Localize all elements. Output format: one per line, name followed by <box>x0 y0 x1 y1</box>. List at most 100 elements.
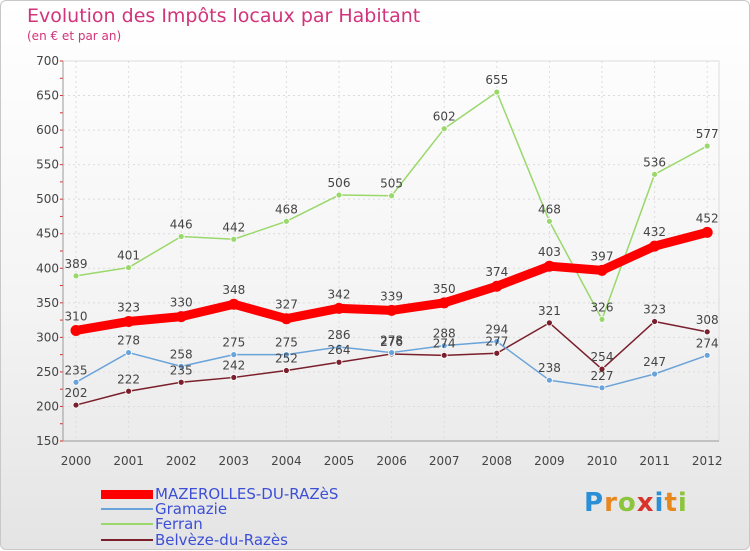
data-point-0-2005 <box>333 302 345 314</box>
data-point-1-2008 <box>493 338 501 345</box>
data-label-3-2006: 276 <box>380 335 403 349</box>
x-tick-label-2010: 2010 <box>587 454 618 468</box>
data-label-0-2007: 350 <box>433 282 456 296</box>
y-tick-label-550: 550 <box>36 158 59 172</box>
x-tick-label-2005: 2005 <box>324 454 355 468</box>
data-label-0-2002: 330 <box>170 296 193 310</box>
y-tick-label-600: 600 <box>36 123 59 137</box>
data-point-3-2010 <box>598 365 606 373</box>
data-point-1-2000 <box>72 378 80 386</box>
x-tick-label-2006: 2006 <box>376 454 407 468</box>
data-label-0-2008: 374 <box>485 265 508 279</box>
data-point-3-2005 <box>335 358 343 366</box>
x-tick-label-2003: 2003 <box>219 454 250 468</box>
legend-item-mazerolles[interactable]: MAZEROLLES-DU-RAZèS <box>101 486 338 502</box>
data-point-2-2003 <box>230 235 238 243</box>
data-label-0-2012: 452 <box>696 211 719 225</box>
data-point-1-2006 <box>388 349 396 356</box>
data-label-1-2003: 275 <box>222 336 245 350</box>
data-label-0-2003: 348 <box>222 283 245 297</box>
data-point-3-2001 <box>125 387 132 395</box>
data-label-1-2008: 294 <box>485 323 508 337</box>
logo-letter: o <box>617 488 637 518</box>
data-point-0-2011 <box>649 240 661 252</box>
x-tick-label-2011: 2011 <box>639 454 670 468</box>
data-label-0-2005: 342 <box>328 287 351 301</box>
logo-letter: P <box>584 488 605 518</box>
data-label-2-2009: 468 <box>538 202 561 216</box>
chart-title: Evolution des Impôts locaux par Habitant <box>27 5 421 27</box>
y-tick-label-350: 350 <box>36 296 59 310</box>
data-point-2-2007 <box>440 125 448 133</box>
data-point-3-2009 <box>546 319 553 327</box>
data-label-1-2001: 278 <box>117 334 140 348</box>
data-label-0-2000: 310 <box>65 309 88 323</box>
data-label-1-2012: 274 <box>696 336 719 350</box>
data-label-2-2002: 446 <box>170 217 193 231</box>
data-label-3-2004: 252 <box>275 352 298 366</box>
data-label-2-2008: 655 <box>485 73 508 87</box>
legend-item-gramazie[interactable]: Gramazie <box>101 501 227 517</box>
logo-letter: i <box>677 488 688 518</box>
chart-subtitle: (en € et par an) <box>27 29 122 43</box>
data-point-3-2012 <box>703 328 711 336</box>
data-label-2-2003: 442 <box>222 220 245 234</box>
plot-area <box>62 60 720 442</box>
data-label-3-2011: 323 <box>643 302 666 316</box>
data-label-1-2006: 278 <box>380 334 403 348</box>
grid-layer <box>62 60 720 442</box>
data-label-3-2005: 264 <box>328 343 351 357</box>
data-label-3-2002: 235 <box>170 363 193 377</box>
legend-label-gramazie: Gramazie <box>155 500 228 518</box>
data-point-3-2004 <box>282 367 290 374</box>
legend-item-ferran[interactable]: Ferran <box>101 516 203 532</box>
data-label-0-2004: 327 <box>275 298 298 312</box>
data-label-1-2009: 238 <box>538 361 561 375</box>
data-label-1-2007: 288 <box>433 327 456 341</box>
legend-swatch-belveze <box>101 539 153 541</box>
data-label-3-2009: 321 <box>538 304 561 318</box>
data-label-3-2008: 277 <box>485 334 508 348</box>
data-point-1-2005 <box>335 343 343 351</box>
x-tick-label-2007: 2007 <box>429 454 460 468</box>
data-point-2-2001 <box>125 264 132 271</box>
data-point-0-2004 <box>280 313 292 325</box>
data-label-0-2006: 339 <box>380 289 403 303</box>
axis-layer: 150 200 250 300 350 400 450 500 550 600 650 700 2000… <box>36 54 722 468</box>
data-point-2-2008 <box>493 88 501 96</box>
data-point-2-2005 <box>335 191 343 199</box>
data-point-0-2000 <box>70 324 82 336</box>
data-label-3-2001: 222 <box>117 372 140 386</box>
data-point-0-2006 <box>386 304 398 316</box>
y-tick-label-200: 200 <box>36 399 59 413</box>
x-tick-label-2009: 2009 <box>534 454 565 468</box>
logo-letter: i <box>654 488 665 518</box>
data-label-2-2011: 536 <box>643 155 666 169</box>
data-point-0-2008 <box>491 280 503 292</box>
legend-label-belveze: Belvèze-du-Razès <box>155 531 288 549</box>
data-point-2-2011 <box>651 170 658 178</box>
x-tick-label-2004: 2004 <box>271 454 302 468</box>
legend-item-belveze[interactable]: Belvèze-du-Razès <box>101 532 288 548</box>
data-point-1-2011 <box>651 370 658 378</box>
data-label-1-2004: 275 <box>275 336 298 350</box>
data-label-1-2011: 247 <box>643 355 666 369</box>
data-label-3-2007: 274 <box>433 336 456 350</box>
data-point-1-2002 <box>177 362 185 370</box>
data-point-2-2004 <box>282 217 290 225</box>
data-point-0-2002 <box>175 311 187 323</box>
data-label-0-2009: 403 <box>538 245 561 259</box>
data-point-1-2010 <box>598 384 606 392</box>
legend-swatch-ferran <box>101 523 153 525</box>
data-point-0-2010 <box>596 264 608 276</box>
y-tick-label-500: 500 <box>36 192 59 206</box>
y-tick-label-300: 300 <box>36 330 59 344</box>
data-point-1-2001 <box>125 349 132 356</box>
legend-swatch-mazerolles <box>101 489 153 499</box>
data-point-1-2009 <box>546 376 553 384</box>
data-point-2-2010 <box>598 315 606 323</box>
data-label-2-2000: 389 <box>65 257 88 271</box>
data-label-0-2011: 432 <box>643 225 666 239</box>
